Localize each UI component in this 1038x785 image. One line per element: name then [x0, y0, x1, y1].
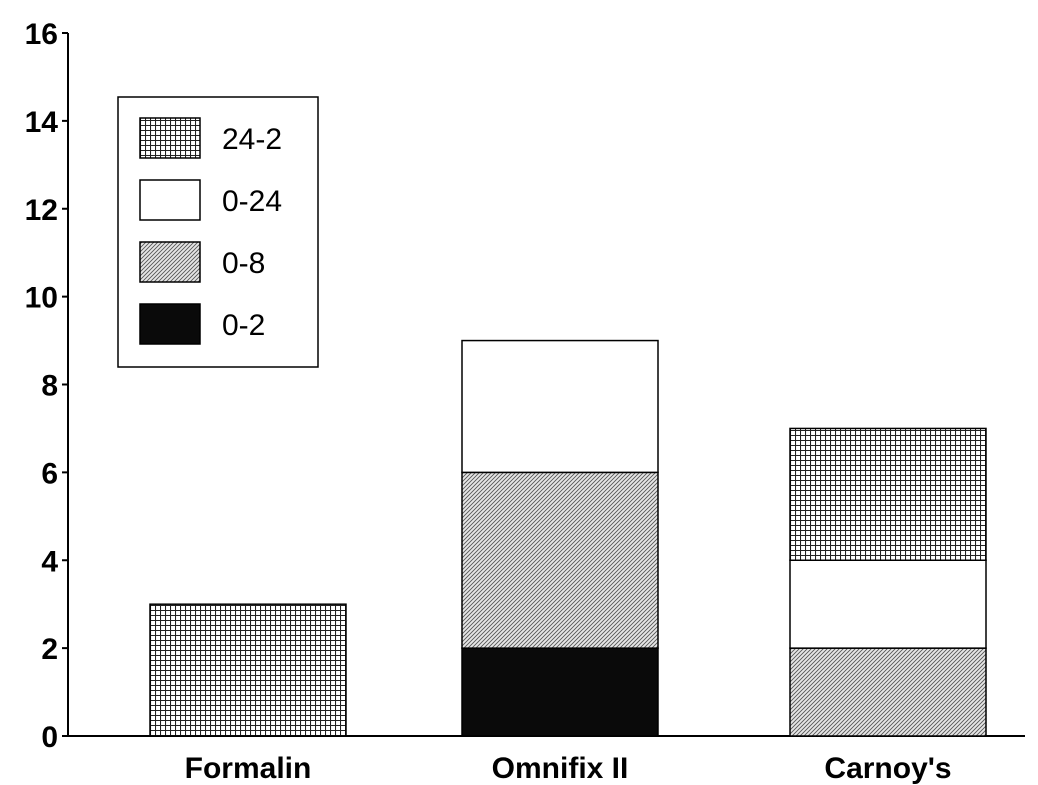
bar-omnifix-ii-0-8 [461, 471, 659, 649]
y-tick-label-12: 12 [25, 194, 58, 227]
x-category-label: Carnoy's [824, 752, 951, 785]
legend-label-0-24: 0-24 [222, 185, 282, 218]
bar-carnoy-s-0-8 [789, 647, 987, 737]
legend-swatch-0-24 [139, 179, 201, 221]
y-tick-label-0: 0 [41, 721, 58, 754]
bar-omnifix-ii-0-24 [461, 339, 659, 474]
y-tick-label-10: 10 [25, 282, 58, 315]
y-tick-label-2: 2 [41, 633, 58, 666]
y-tick-label-16: 16 [25, 18, 58, 51]
y-tick-label-8: 8 [41, 370, 58, 403]
x-labels: Formalin Omnifix II Carnoy's [185, 752, 952, 785]
y-tick-label-14: 14 [25, 106, 59, 139]
legend-label-0-8: 0-8 [222, 247, 265, 280]
y-ticks: 0 2 4 6 8 10 12 14 16 [25, 18, 68, 754]
bar-carnoy-s-24-2 [789, 427, 987, 561]
y-tick-label-4: 4 [41, 545, 58, 578]
legend: 24-2 0-24 0-8 0-2 [117, 96, 319, 368]
legend-swatch-0-2 [139, 303, 201, 345]
legend-label-0-2: 0-2 [222, 309, 265, 342]
bar-carnoy-s-0-24 [789, 559, 987, 649]
bar-omnifix-ii-0-2 [461, 647, 659, 737]
bar-formalin-24-2 [149, 603, 347, 737]
legend-swatch-0-8 [139, 241, 201, 283]
bars [149, 339, 987, 737]
y-tick-label-6: 6 [41, 457, 58, 490]
legend-swatch-24-2 [139, 117, 201, 159]
legend-label-24-2: 24-2 [222, 123, 282, 156]
x-category-label: Formalin [185, 752, 312, 785]
x-category-label: Omnifix II [492, 752, 629, 785]
